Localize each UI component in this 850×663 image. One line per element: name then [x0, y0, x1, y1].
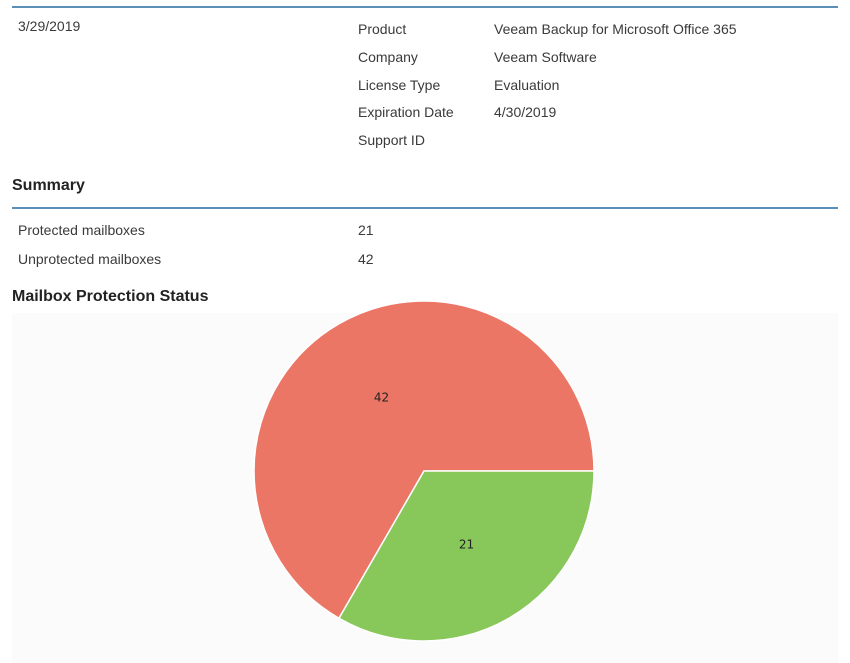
pie-data-label-unprotected: 42 [374, 390, 389, 404]
chart-title: Mailbox Protection Status [12, 288, 209, 305]
summary-label-protected: Protected mailboxes [18, 222, 145, 238]
summary-heading: Summary [12, 177, 85, 194]
summary-value-unprotected: 42 [358, 251, 374, 267]
info-value-expiration-date: 4/30/2019 [494, 104, 557, 120]
info-label-license-type: License Type [358, 77, 441, 93]
info-label-product: Product [358, 21, 407, 37]
info-value-product: Veeam Backup for Microsoft Office 365 [494, 21, 737, 37]
report-date: 3/29/2019 [18, 18, 81, 34]
pie-data-label-protected: 21 [459, 538, 474, 552]
top-divider [12, 6, 838, 8]
info-value-license-type: Evaluation [494, 77, 560, 93]
summary-divider [12, 207, 838, 209]
info-value-company: Veeam Software [494, 49, 597, 65]
info-label-expiration-date: Expiration Date [358, 104, 454, 120]
info-label-company: Company [358, 49, 418, 65]
pie-slice-protected [337, 470, 595, 642]
info-label-support-id: Support ID [358, 132, 425, 148]
pie-slice-unprotected [253, 300, 595, 620]
summary-label-unprotected: Unprotected mailboxes [18, 251, 162, 267]
summary-value-protected: 21 [358, 222, 374, 238]
